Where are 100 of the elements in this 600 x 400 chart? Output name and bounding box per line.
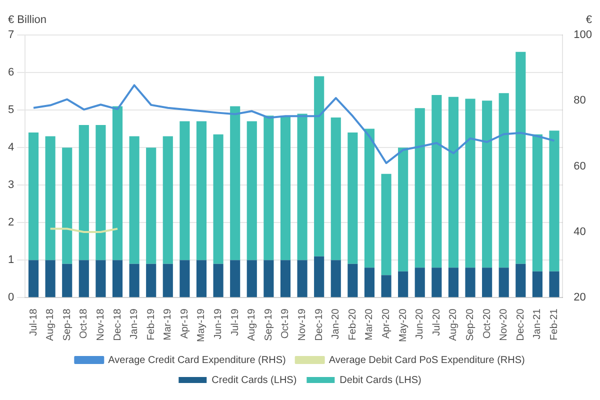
y2-tick-label: 80 xyxy=(574,94,586,107)
bar xyxy=(414,108,425,268)
bar xyxy=(465,268,476,298)
bar xyxy=(62,264,72,298)
x-tick-label: Jul-19 xyxy=(230,308,241,336)
bar xyxy=(432,95,442,268)
bar xyxy=(180,121,190,260)
bar xyxy=(448,96,458,268)
bar xyxy=(264,260,274,298)
bar xyxy=(129,264,140,298)
y-tick-label: 3 xyxy=(8,179,14,192)
x-tick-label: Dec-18 xyxy=(112,308,124,341)
bar xyxy=(314,256,324,298)
x-tick-label: Sep-20 xyxy=(465,308,476,341)
x-tick-label: May-20 xyxy=(398,308,409,342)
bar xyxy=(78,260,89,298)
y2-tick-label: 60 xyxy=(574,160,586,172)
bar xyxy=(45,260,56,298)
x-tick-label: Aug-18 xyxy=(45,308,56,341)
x-tick-label: Mar-19 xyxy=(162,308,174,340)
bar xyxy=(246,260,257,298)
bar xyxy=(112,106,123,260)
legend-label: Credit Cards (LHS) xyxy=(212,374,297,386)
x-tick-label: May-19 xyxy=(196,308,208,342)
x-tick-label: Aug-20 xyxy=(448,308,460,341)
y-tick-label: 1 xyxy=(8,254,14,266)
bar xyxy=(162,264,173,298)
x-tick-label: Jul-18 xyxy=(28,308,40,336)
y-tick-label: 6 xyxy=(8,66,14,79)
bar xyxy=(129,136,140,264)
bar xyxy=(96,260,106,298)
bar xyxy=(146,264,156,298)
x-tick-label: Mar-20 xyxy=(364,308,376,340)
bar xyxy=(246,121,257,260)
bar xyxy=(96,125,106,260)
x-tick-label: Nov-18 xyxy=(95,308,106,341)
bar xyxy=(498,268,509,298)
bar xyxy=(482,268,492,298)
x-tick-label: Apr-20 xyxy=(381,308,392,339)
bar xyxy=(532,271,542,298)
bar xyxy=(196,121,207,260)
legend-label: Debit Cards (LHS) xyxy=(340,374,422,386)
x-tick-label: Oct-19 xyxy=(280,308,292,339)
x-tick-label: Sep-19 xyxy=(263,308,274,341)
bar xyxy=(180,260,190,298)
bar xyxy=(348,132,358,264)
bar xyxy=(549,271,560,298)
bar xyxy=(112,260,123,298)
legend-label: Average Credit Card Expenditure (RHS) xyxy=(108,354,286,366)
bar xyxy=(230,106,240,260)
bar xyxy=(364,268,375,298)
bar xyxy=(482,100,492,268)
bar xyxy=(230,260,240,298)
bar xyxy=(28,260,39,298)
y2-tick-label: 40 xyxy=(574,226,586,238)
x-tick-label: Jan-20 xyxy=(330,308,342,340)
y-axis-title: € Billion xyxy=(8,14,47,26)
bar xyxy=(381,174,392,276)
y2-tick-label: 20 xyxy=(574,292,586,304)
bar xyxy=(280,260,291,298)
bar xyxy=(314,76,324,256)
y-tick-label: 4 xyxy=(8,142,14,154)
x-tick-label: Feb-21 xyxy=(549,308,560,340)
x-tick-label: Jan-19 xyxy=(129,308,140,340)
bar xyxy=(264,116,274,260)
x-tick-label: Sep-18 xyxy=(62,308,73,341)
y2-axis-title: € xyxy=(586,14,592,26)
x-tick-label: Oct-18 xyxy=(78,308,90,339)
bar xyxy=(28,132,39,260)
bar xyxy=(381,275,392,298)
bar xyxy=(330,260,341,298)
x-tick-label: Dec-20 xyxy=(515,308,526,341)
bar xyxy=(465,98,476,268)
bar xyxy=(213,134,224,264)
bar xyxy=(532,134,542,272)
bar xyxy=(297,260,308,298)
bar xyxy=(516,52,526,264)
bar xyxy=(448,268,458,298)
bar xyxy=(498,93,509,268)
x-tick-label: Dec-19 xyxy=(314,308,325,341)
bar xyxy=(146,148,156,264)
y-tick-label: 7 xyxy=(8,29,14,42)
bar xyxy=(432,268,442,298)
y-tick-label: 5 xyxy=(8,104,14,116)
y2-tick-label: 100 xyxy=(574,29,592,42)
bar xyxy=(398,271,408,298)
y-tick-label: 2 xyxy=(8,216,14,229)
x-tick-label: Nov-19 xyxy=(297,308,308,341)
x-tick-label: Nov-20 xyxy=(498,308,510,341)
x-tick-label: Aug-19 xyxy=(246,308,258,341)
bar xyxy=(280,116,291,260)
bar xyxy=(297,114,308,260)
legend-label: Average Debit Card PoS Expenditure (RHS) xyxy=(328,354,525,366)
x-tick-label: Jan-21 xyxy=(532,308,544,340)
bar xyxy=(348,264,358,298)
x-tick-label: Jun-20 xyxy=(414,308,426,340)
x-tick-label: Jul-20 xyxy=(431,308,442,336)
bar xyxy=(549,130,560,272)
bar xyxy=(196,260,207,298)
bar xyxy=(213,264,224,298)
